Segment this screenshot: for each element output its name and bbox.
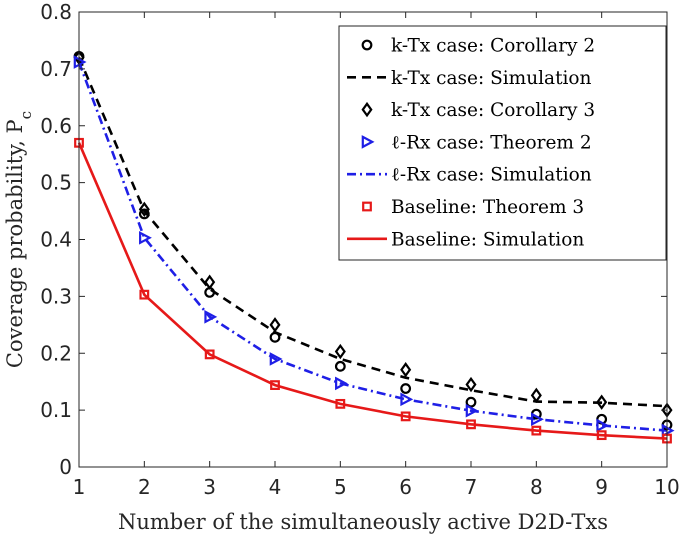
data-point-s2-4: [334, 343, 346, 360]
y-tick-label: 0.6: [40, 114, 72, 138]
x-tick-label: 8: [530, 475, 543, 499]
data-point-s2-8: [596, 394, 608, 410]
legend-marker-3: [361, 135, 375, 149]
series-line-4: [77, 61, 668, 432]
data-point-s0-3: [269, 331, 281, 343]
x-axis-label: Number of the simultaneously active D2D-…: [118, 510, 608, 534]
y-tick-label: 0.5: [40, 171, 72, 195]
legend-label-1: k-Tx case: Simulation: [391, 68, 592, 89]
y-tick-label: 0.4: [40, 228, 72, 252]
data-point-s2-7: [530, 387, 542, 404]
data-point-s3-2: [204, 310, 218, 324]
y-axis-label: Coverage probability, Pc: [3, 111, 35, 368]
x-tick-label: 10: [654, 475, 679, 499]
data-point-s3-8: [596, 418, 610, 433]
y-tick-label: 0.3: [40, 284, 72, 308]
data-point-s2-3: [269, 317, 281, 333]
legend-label-0: k-Tx case: Corollary 2: [391, 36, 595, 57]
legend-label-5: Baseline: Theorem 3: [391, 197, 584, 218]
legend-marker-2: [361, 101, 373, 118]
y-tick-label: 0.7: [40, 57, 72, 81]
y-tick-label: 0: [59, 455, 72, 479]
x-tick-label: 5: [334, 475, 347, 499]
data-point-s0-4: [334, 360, 346, 372]
data-point-s3-1: [139, 230, 152, 245]
legend-label-4: ℓ-Rx case: Simulation: [391, 165, 592, 186]
data-point-s2-2: [204, 274, 216, 290]
y-tick-label: 0.2: [40, 341, 72, 365]
x-tick-label: 1: [73, 475, 86, 499]
data-point-s0-1: [138, 208, 150, 220]
data-point-s5-4: [335, 398, 346, 409]
data-point-s2-6: [465, 376, 477, 393]
plot-area: [73, 49, 675, 444]
legend-marker-0: [361, 39, 373, 51]
data-point-s3-7: [531, 412, 544, 427]
data-point-s3-3: [269, 352, 283, 366]
series-line-6: [77, 142, 668, 440]
series-line-1: [77, 56, 668, 408]
x-tick-label: 6: [399, 475, 412, 499]
y-axis-label-subscript: c: [17, 111, 35, 119]
x-tick-label: 9: [595, 475, 608, 499]
data-point-s5-2: [204, 349, 215, 360]
data-point-s5-3: [270, 380, 280, 390]
data-point-s2-5: [400, 362, 412, 378]
x-tick-label: 3: [203, 475, 216, 499]
legend-label-6: Baseline: Simulation: [391, 229, 584, 250]
legend-label-3: ℓ-Rx case: Theorem 2: [391, 132, 592, 153]
data-point-s0-5: [400, 383, 412, 394]
data-point-s3-4: [335, 376, 348, 391]
data-point-s5-5: [400, 411, 411, 422]
data-point-s3-6: [465, 403, 479, 418]
data-point-s2-1: [138, 201, 150, 218]
x-tick-label: 7: [465, 475, 478, 499]
legend-marker-5: [362, 201, 372, 212]
legend-box: [338, 25, 667, 261]
data-point-s3-5: [400, 392, 414, 407]
data-point-s5-6: [466, 419, 476, 430]
data-point-s5-7: [531, 425, 542, 436]
legend-label-2: k-Tx case: Corollary 3: [391, 100, 595, 121]
data-point-s5-8: [596, 430, 607, 441]
y-tick-label: 0.1: [40, 398, 72, 422]
x-tick-label: 2: [138, 475, 151, 499]
data-point-s5-1: [139, 289, 150, 300]
legend: k-Tx case: Corollary 2 k-Tx case: Simulat…: [338, 25, 667, 261]
x-tick-label: 4: [269, 475, 282, 499]
y-tick-label: 0.8: [40, 0, 72, 24]
data-point-s0-6: [465, 396, 477, 408]
